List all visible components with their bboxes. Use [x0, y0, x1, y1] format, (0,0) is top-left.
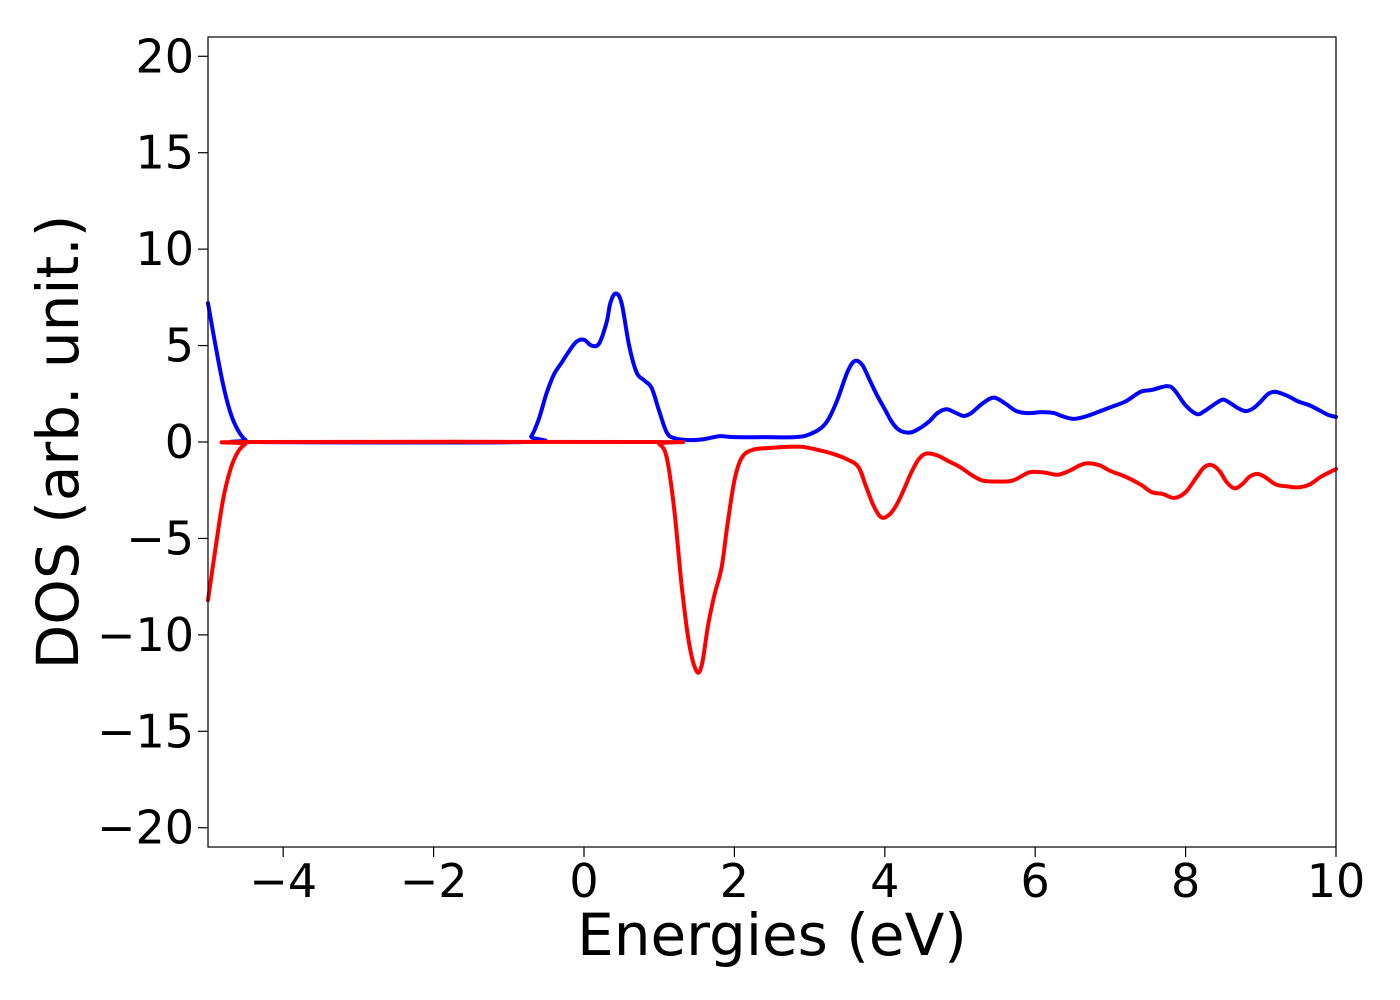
y-tick-label: −10 — [97, 608, 194, 662]
y-tick-label: 10 — [135, 222, 194, 276]
x-tick-label: 2 — [720, 854, 749, 908]
series-layer — [206, 291, 1338, 675]
x-axis-label: Energies (eV) — [577, 901, 967, 969]
x-tick-label: 0 — [569, 854, 598, 908]
dos-spin-down-line — [206, 439, 1338, 675]
y-tick-label: 0 — [165, 415, 194, 469]
dos-spin-up-line — [206, 291, 1338, 445]
x-tick-label: 8 — [1171, 854, 1200, 908]
x-tick-label: 4 — [870, 854, 899, 908]
x-tick-label: −2 — [400, 854, 468, 908]
y-tick-label: −20 — [97, 801, 194, 855]
y-tick-label: −15 — [97, 704, 194, 758]
x-tick-label: 10 — [1307, 854, 1366, 908]
y-axis-label: DOS (arb. unit.) — [24, 215, 92, 670]
y-tick-label: 20 — [135, 29, 194, 83]
y-tick-label: −5 — [126, 511, 194, 565]
x-tick-label: −4 — [249, 854, 317, 908]
y-axis: 20 15 10 5 0 −5 −10 −15 −20 — [97, 29, 208, 855]
y-tick-label: 15 — [135, 126, 194, 180]
y-tick-label: 5 — [165, 319, 194, 373]
x-axis: −4 −2 0 2 4 6 8 10 — [249, 847, 1365, 908]
x-tick-label: 6 — [1021, 854, 1050, 908]
